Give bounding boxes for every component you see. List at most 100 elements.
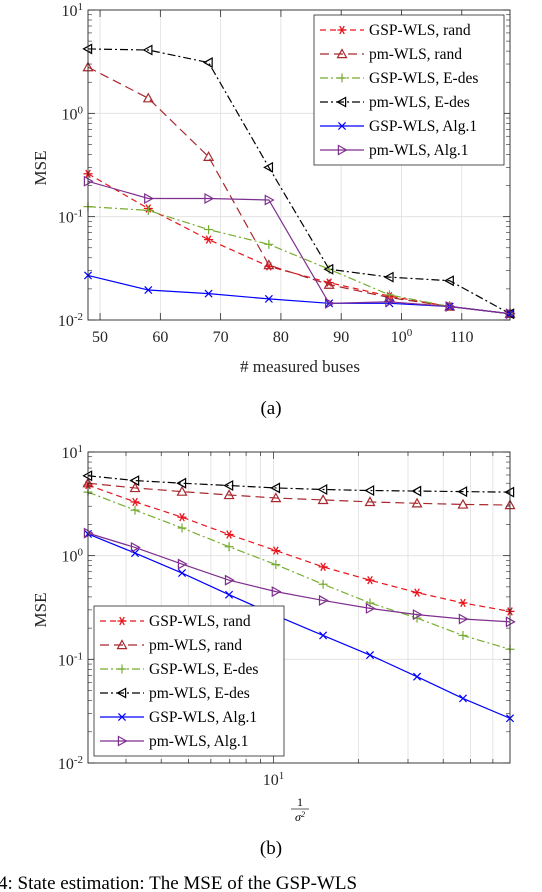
series-6-point: [505, 616, 516, 628]
series-1-point-stroke: [326, 278, 332, 287]
series-1-point: [224, 530, 234, 539]
series-line-3: [87, 491, 511, 650]
series-1-point: [412, 588, 422, 597]
legend-marker: [116, 639, 128, 650]
legend-marker: [336, 96, 347, 108]
series-4-point: [383, 271, 394, 283]
series-4-point: [176, 477, 187, 489]
legend-marker: [337, 25, 347, 35]
series-6-point: [385, 296, 396, 308]
series-1-point-stroke: [414, 588, 420, 597]
x-tick-label: 80: [273, 329, 289, 346]
series-6-point: [224, 574, 235, 586]
panel-a-series: [82, 43, 516, 320]
series-2-point: [317, 494, 329, 505]
series-4-point: [364, 485, 375, 497]
series-1-point: [318, 562, 328, 572]
series-1-point: [458, 598, 468, 608]
series-4-point: [411, 485, 422, 497]
legend-marker: [336, 48, 348, 59]
panel-b-axes-frame: [87, 451, 511, 764]
series-6-point: [271, 586, 282, 598]
legend-label: pm-WLS, Alg.1: [149, 733, 248, 750]
series-6-point: [130, 541, 141, 553]
series-1-point-stroke: [367, 575, 373, 585]
legend-marker: [337, 73, 347, 83]
series-4-point: [457, 486, 468, 498]
x-tick-label: 101: [263, 770, 285, 789]
x-tick-label: 110: [450, 329, 473, 346]
series-1-point: [130, 497, 140, 507]
panel-b-ylabel: MSE: [31, 593, 50, 628]
series-6-point: [144, 192, 155, 204]
series-5-point: [177, 569, 187, 578]
legend-label: GSP-WLS, rand: [369, 22, 471, 39]
series-1-point: [271, 546, 281, 555]
series-line-4: [87, 475, 511, 493]
panel-a-ticks: 10-2 10-1 100 101 50 60 70 80 90 100 110: [58, 1, 510, 346]
legend-box: [313, 14, 505, 166]
series-3-point: [318, 579, 328, 589]
series-5-point: [204, 289, 213, 298]
y-tick-label: 101: [62, 443, 84, 462]
series-6-point: [318, 594, 329, 606]
panel-b: 10-2 10-1 100 101 101 GSP-WLS, rand pm-WLS, r…: [31, 443, 516, 859]
series-3-point: [264, 239, 274, 249]
x-tick-label: 100: [391, 327, 413, 346]
legend-label: pm-WLS, E-des: [369, 94, 470, 111]
legend-marker-stroke: [339, 25, 345, 35]
legend-label: GSP-WLS, E-des: [149, 661, 258, 678]
panel-a: 10-2 10-1 100 101 50 60 70 80 90 100 110 GSP-WLS, …: [31, 1, 516, 419]
panel-a-legend: GSP-WLS, rand pm-WLS, rand GSP-WLS, E-des p…: [313, 14, 505, 166]
legend-marker: [337, 121, 347, 131]
series-2-point: [142, 92, 154, 103]
y-tick-label: 10-1: [58, 208, 83, 227]
y-tick-label: 100: [62, 547, 84, 566]
series-6-point: [177, 558, 188, 570]
legend-marker-stroke: [119, 616, 125, 626]
series-line-3: [87, 206, 511, 315]
series-2-point: [457, 498, 469, 509]
panel-b-xlabel: 1 σ2: [291, 795, 309, 824]
legend-marker: [117, 712, 127, 722]
series-5-point: [319, 631, 328, 640]
series-4-point: [263, 161, 274, 173]
series-4-point: [504, 486, 515, 498]
y-tick-label: 10-1: [58, 650, 83, 669]
series-6-point: [324, 297, 335, 309]
y-tick-label: 10-2: [58, 754, 83, 773]
legend-marker: [117, 616, 127, 626]
series-line-1: [87, 484, 511, 612]
series-5-point: [225, 590, 234, 599]
series-3-point: [204, 225, 214, 235]
legend-label: GSP-WLS, E-des: [369, 70, 478, 87]
series-5-point: [365, 651, 375, 660]
legend-label: GSP-WLS, Alg.1: [149, 709, 257, 726]
series-1-point-stroke: [320, 562, 326, 572]
series-2-point: [411, 497, 423, 508]
series-4-point: [129, 475, 140, 487]
series-2-point: [364, 496, 376, 507]
series-5-point: [413, 672, 422, 681]
series-1-point-stroke: [179, 512, 185, 522]
series-line-2: [87, 482, 511, 506]
series-4-point: [223, 479, 234, 492]
series-2-point: [129, 482, 141, 493]
series-2-point: [223, 489, 235, 500]
series-line-5: [87, 533, 511, 719]
panel-b-series: [82, 470, 516, 723]
series-5-point: [144, 286, 153, 295]
series-3-point: [271, 560, 281, 570]
series-2-point: [323, 278, 335, 289]
series-3-point: [177, 523, 187, 533]
panel-a-ylabel: MSE: [31, 151, 50, 186]
legend-label: pm-WLS, E-des: [149, 685, 250, 702]
series-2-point: [203, 151, 215, 161]
series-1-point-stroke: [460, 598, 466, 608]
series-1-point-stroke: [132, 497, 138, 507]
series-4-point: [323, 263, 334, 275]
x-tick-label: 70: [213, 329, 229, 346]
series-5-point: [458, 694, 467, 703]
series-6-point: [445, 301, 456, 313]
series-6-point: [505, 308, 516, 320]
